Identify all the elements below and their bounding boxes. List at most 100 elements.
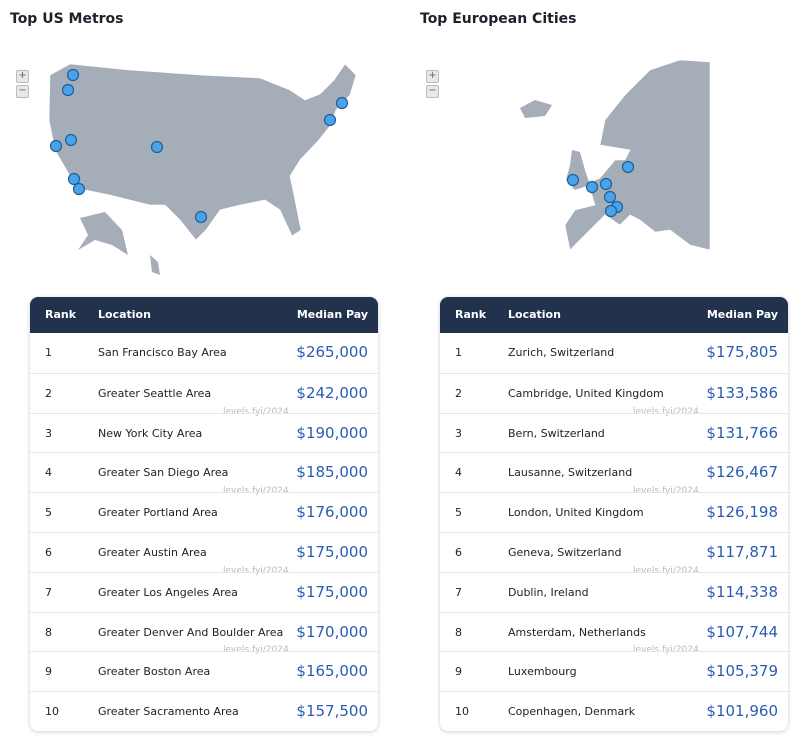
markers <box>49 68 635 224</box>
location: Bern, Switzerland <box>508 426 605 440</box>
table-row: 1 San Francisco Bay Area $265,000 <box>30 333 378 373</box>
zoom-in[interactable]: + <box>426 70 439 83</box>
rank: 9 <box>455 665 462 679</box>
table-card: Rank Location Median Pay 1 San Francisco Bay… <box>30 297 378 731</box>
watermark: levels.fyi/2024 <box>223 406 289 417</box>
median-pay: $157,500 <box>296 702 368 721</box>
rank: 2 <box>45 386 52 400</box>
median-pay: $126,198 <box>706 503 778 522</box>
zoom-out[interactable]: − <box>426 85 439 98</box>
rank: 5 <box>455 506 462 520</box>
table-row: 9 Greater Boston Area $165,000 <box>30 651 378 692</box>
median-pay: $185,000 <box>296 463 368 482</box>
header-cell: Median Pay <box>706 308 778 321</box>
location: Greater Denver And Boulder Area <box>98 625 284 639</box>
watermark: levels.fyi/2024 <box>223 486 289 497</box>
rank: 10 <box>455 705 469 719</box>
table-row: 1 Zurich, Switzerland $175,805 <box>440 333 788 373</box>
median-pay: $105,379 <box>706 662 778 681</box>
table-row: 2 Greater Seattle Area $242,000 <box>30 372 378 414</box>
header-cell: Median Pay <box>296 308 368 321</box>
median-pay: $265,000 <box>296 343 368 361</box>
median-pay: $175,000 <box>296 543 368 561</box>
rank: 3 <box>45 426 52 440</box>
table-row: 2 Cambridge, United Kingdom $133,586 <box>440 372 788 414</box>
header-cell: Rank <box>455 308 487 321</box>
location: Geneva, Switzerland <box>508 546 622 559</box>
location: Greater Seattle Area <box>98 386 212 400</box>
location: Copenhagen, Denmark <box>508 705 636 719</box>
watermark: levels.fyi/2024 <box>223 565 289 576</box>
rank: 2 <box>455 386 462 400</box>
table-row: 8 Greater Denver And Boulder Area $170,000 <box>30 611 378 653</box>
rank: 6 <box>45 546 52 559</box>
location: Greater Sacramento Area <box>98 705 239 719</box>
location: Lausanne, Switzerland <box>508 466 633 480</box>
table-row: 7 Greater Los Angeles Area $175,000 <box>30 571 378 613</box>
median-pay: $175,805 <box>706 343 778 361</box>
table-row: 5 London, United Kingdom $126,198 <box>440 492 788 533</box>
median-pay: $176,000 <box>296 503 368 522</box>
table-row: 6 Geneva, Switzerland $117,871 <box>440 532 788 573</box>
median-pay: $242,000 <box>296 383 368 402</box>
median-pay: $190,000 <box>296 423 368 442</box>
rank: 4 <box>455 466 462 480</box>
header-cell: Location <box>508 308 561 321</box>
iceland-map <box>520 100 552 118</box>
us-map <box>48 63 357 241</box>
location: London, United Kingdom <box>508 506 644 520</box>
location: Amsterdam, Netherlands <box>508 625 646 639</box>
table-card: Rank Location Median Pay 1 Zurich, Switzerla… <box>440 297 788 731</box>
median-pay: $133,586 <box>706 383 778 402</box>
watermark: levels.fyi/2024 <box>633 645 699 656</box>
panel-title: Top European Cities <box>420 11 577 27</box>
watermark: levels.fyi/2024 <box>633 565 699 576</box>
median-pay: $107,744 <box>706 622 778 641</box>
rank: 5 <box>45 506 52 520</box>
table-row: 6 Greater Austin Area $175,000 <box>30 532 378 573</box>
rank: 6 <box>455 546 462 559</box>
rank: 8 <box>45 625 52 639</box>
median-pay: $114,338 <box>706 582 778 601</box>
rank: 10 <box>45 705 59 719</box>
table-row: 8 Amsterdam, Netherlands $107,744 <box>440 611 788 653</box>
table-row: 4 Lausanne, Switzerland $126,467 <box>440 452 788 493</box>
hawaii <box>150 255 160 275</box>
location: Greater San Diego Area <box>98 466 229 480</box>
table-row: 9 Luxembourg $105,379 <box>440 651 788 692</box>
watermark: levels.fyi/2024 <box>223 645 289 656</box>
rank: 8 <box>455 625 462 639</box>
median-pay: $175,000 <box>296 582 368 601</box>
table-row: 3 Bern, Switzerland $131,766 <box>440 412 788 454</box>
location: Cambridge, United Kingdom <box>508 386 664 400</box>
table-row: 7 Dublin, Ireland $114,338 <box>440 571 788 613</box>
table-header: Rank Location Median Pay <box>440 297 788 333</box>
rank: 7 <box>455 585 462 599</box>
rank: 1 <box>45 346 52 359</box>
location: Greater Los Angeles Area <box>98 585 238 599</box>
zoom-in[interactable]: + <box>16 70 29 83</box>
maps <box>48 59 711 275</box>
header-cell: Location <box>98 308 151 321</box>
europe-map <box>564 59 711 251</box>
median-pay: $165,000 <box>296 662 368 681</box>
location: Greater Austin Area <box>98 546 207 559</box>
table-row: 4 Greater San Diego Area $185,000 <box>30 452 378 493</box>
location: Luxembourg <box>508 665 577 679</box>
alaska <box>78 212 128 255</box>
watermark: levels.fyi/2024 <box>633 486 699 497</box>
location: New York City Area <box>98 426 203 440</box>
table-row: 3 New York City Area $190,000 <box>30 412 378 454</box>
rank: 3 <box>455 426 462 440</box>
header-cell: Rank <box>45 308 77 321</box>
median-pay: $101,960 <box>706 702 778 721</box>
rank: 4 <box>45 466 52 480</box>
table-row: 5 Greater Portland Area $176,000 <box>30 492 378 533</box>
median-pay: $126,467 <box>706 463 778 482</box>
table-row: 10 Copenhagen, Denmark $101,960 <box>440 691 788 731</box>
zoom-out[interactable]: − <box>16 85 29 98</box>
rank: 9 <box>45 665 52 679</box>
location: Greater Portland Area <box>98 506 218 520</box>
table-header: Rank Location Median Pay <box>30 297 378 333</box>
